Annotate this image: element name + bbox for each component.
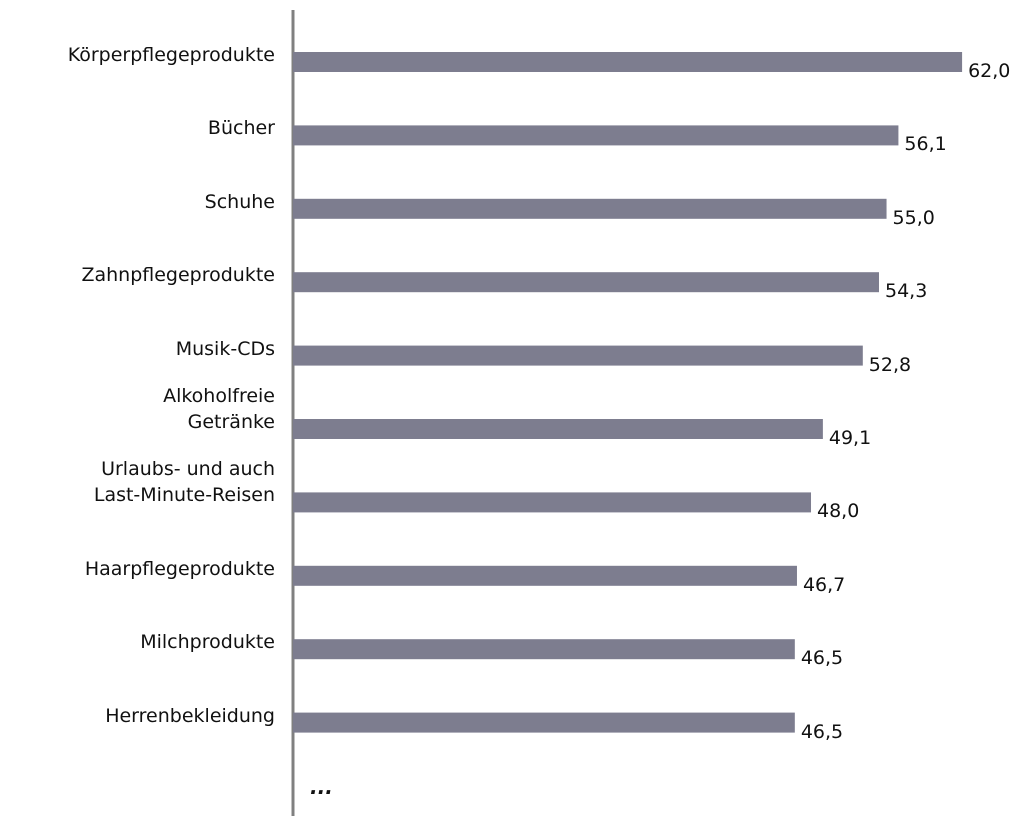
- category-label: Haarpflegeprodukte: [84, 557, 275, 580]
- value-label: 54,3: [884, 280, 928, 303]
- bar: [293, 639, 795, 660]
- value-label: 55,0: [892, 206, 935, 229]
- bar: [293, 419, 823, 439]
- value-label: 46,7: [802, 573, 846, 596]
- category-label: Alkoholfreie Getränke: [163, 385, 275, 433]
- category-label: Zahnpflegeprodukte: [81, 264, 275, 287]
- category-label: Körperpflegeprodukte: [67, 44, 275, 66]
- value-label: 46,5: [800, 720, 844, 743]
- value-label: 62,0: [968, 60, 1011, 82]
- bar: [293, 125, 899, 146]
- value-label: 48,0: [817, 500, 860, 523]
- value-label: 56,1: [904, 133, 947, 156]
- category-label: Musik-CDs: [175, 337, 275, 360]
- value-label: 52,8: [868, 353, 912, 376]
- value-label: 46,5: [800, 647, 844, 670]
- category-label: Bücher: [207, 117, 275, 140]
- bar: [293, 345, 863, 366]
- bar: [293, 712, 795, 733]
- value-label: 49,1: [828, 427, 872, 449]
- category-label: Schuhe: [204, 190, 275, 213]
- category-label: Herrenbekleidung: [105, 704, 275, 727]
- note: ...: [310, 775, 333, 799]
- bar: [293, 565, 797, 586]
- category-label: Urlaubs- und auch Last-Minute-Reisen: [93, 458, 275, 507]
- category-label: Milchprodukte: [140, 631, 275, 654]
- bar: [293, 52, 963, 72]
- bar: [293, 198, 887, 219]
- bar: [293, 272, 879, 293]
- bar: [293, 492, 812, 513]
